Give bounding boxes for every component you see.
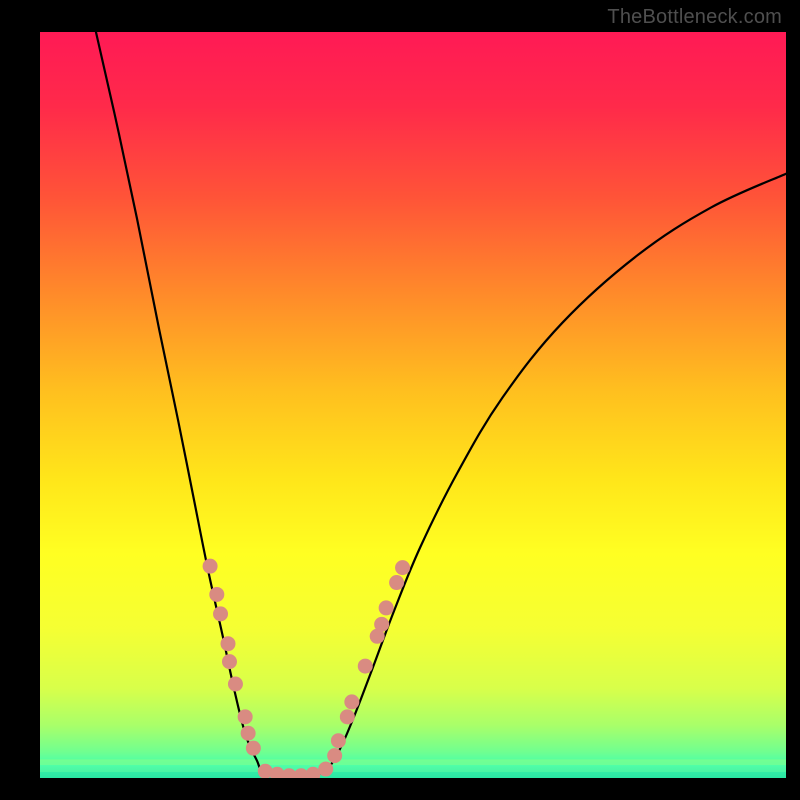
- data-marker: [374, 617, 389, 632]
- data-marker: [241, 726, 256, 741]
- plot-area: [40, 32, 786, 778]
- watermark-text: TheBottleneck.com: [607, 6, 782, 29]
- data-marker: [213, 606, 228, 621]
- data-marker: [340, 709, 355, 724]
- data-marker: [246, 741, 261, 756]
- bottleneck-curve: [40, 32, 786, 778]
- data-marker: [203, 559, 218, 574]
- data-marker: [389, 575, 404, 590]
- data-marker: [220, 636, 235, 651]
- data-marker: [395, 560, 410, 575]
- data-marker: [327, 748, 342, 763]
- data-marker: [222, 654, 237, 669]
- data-marker: [238, 709, 253, 724]
- data-marker: [358, 659, 373, 674]
- data-marker: [379, 600, 394, 615]
- data-marker: [318, 762, 333, 777]
- data-marker: [209, 587, 224, 602]
- data-marker: [228, 677, 243, 692]
- data-marker: [344, 694, 359, 709]
- data-marker: [331, 733, 346, 748]
